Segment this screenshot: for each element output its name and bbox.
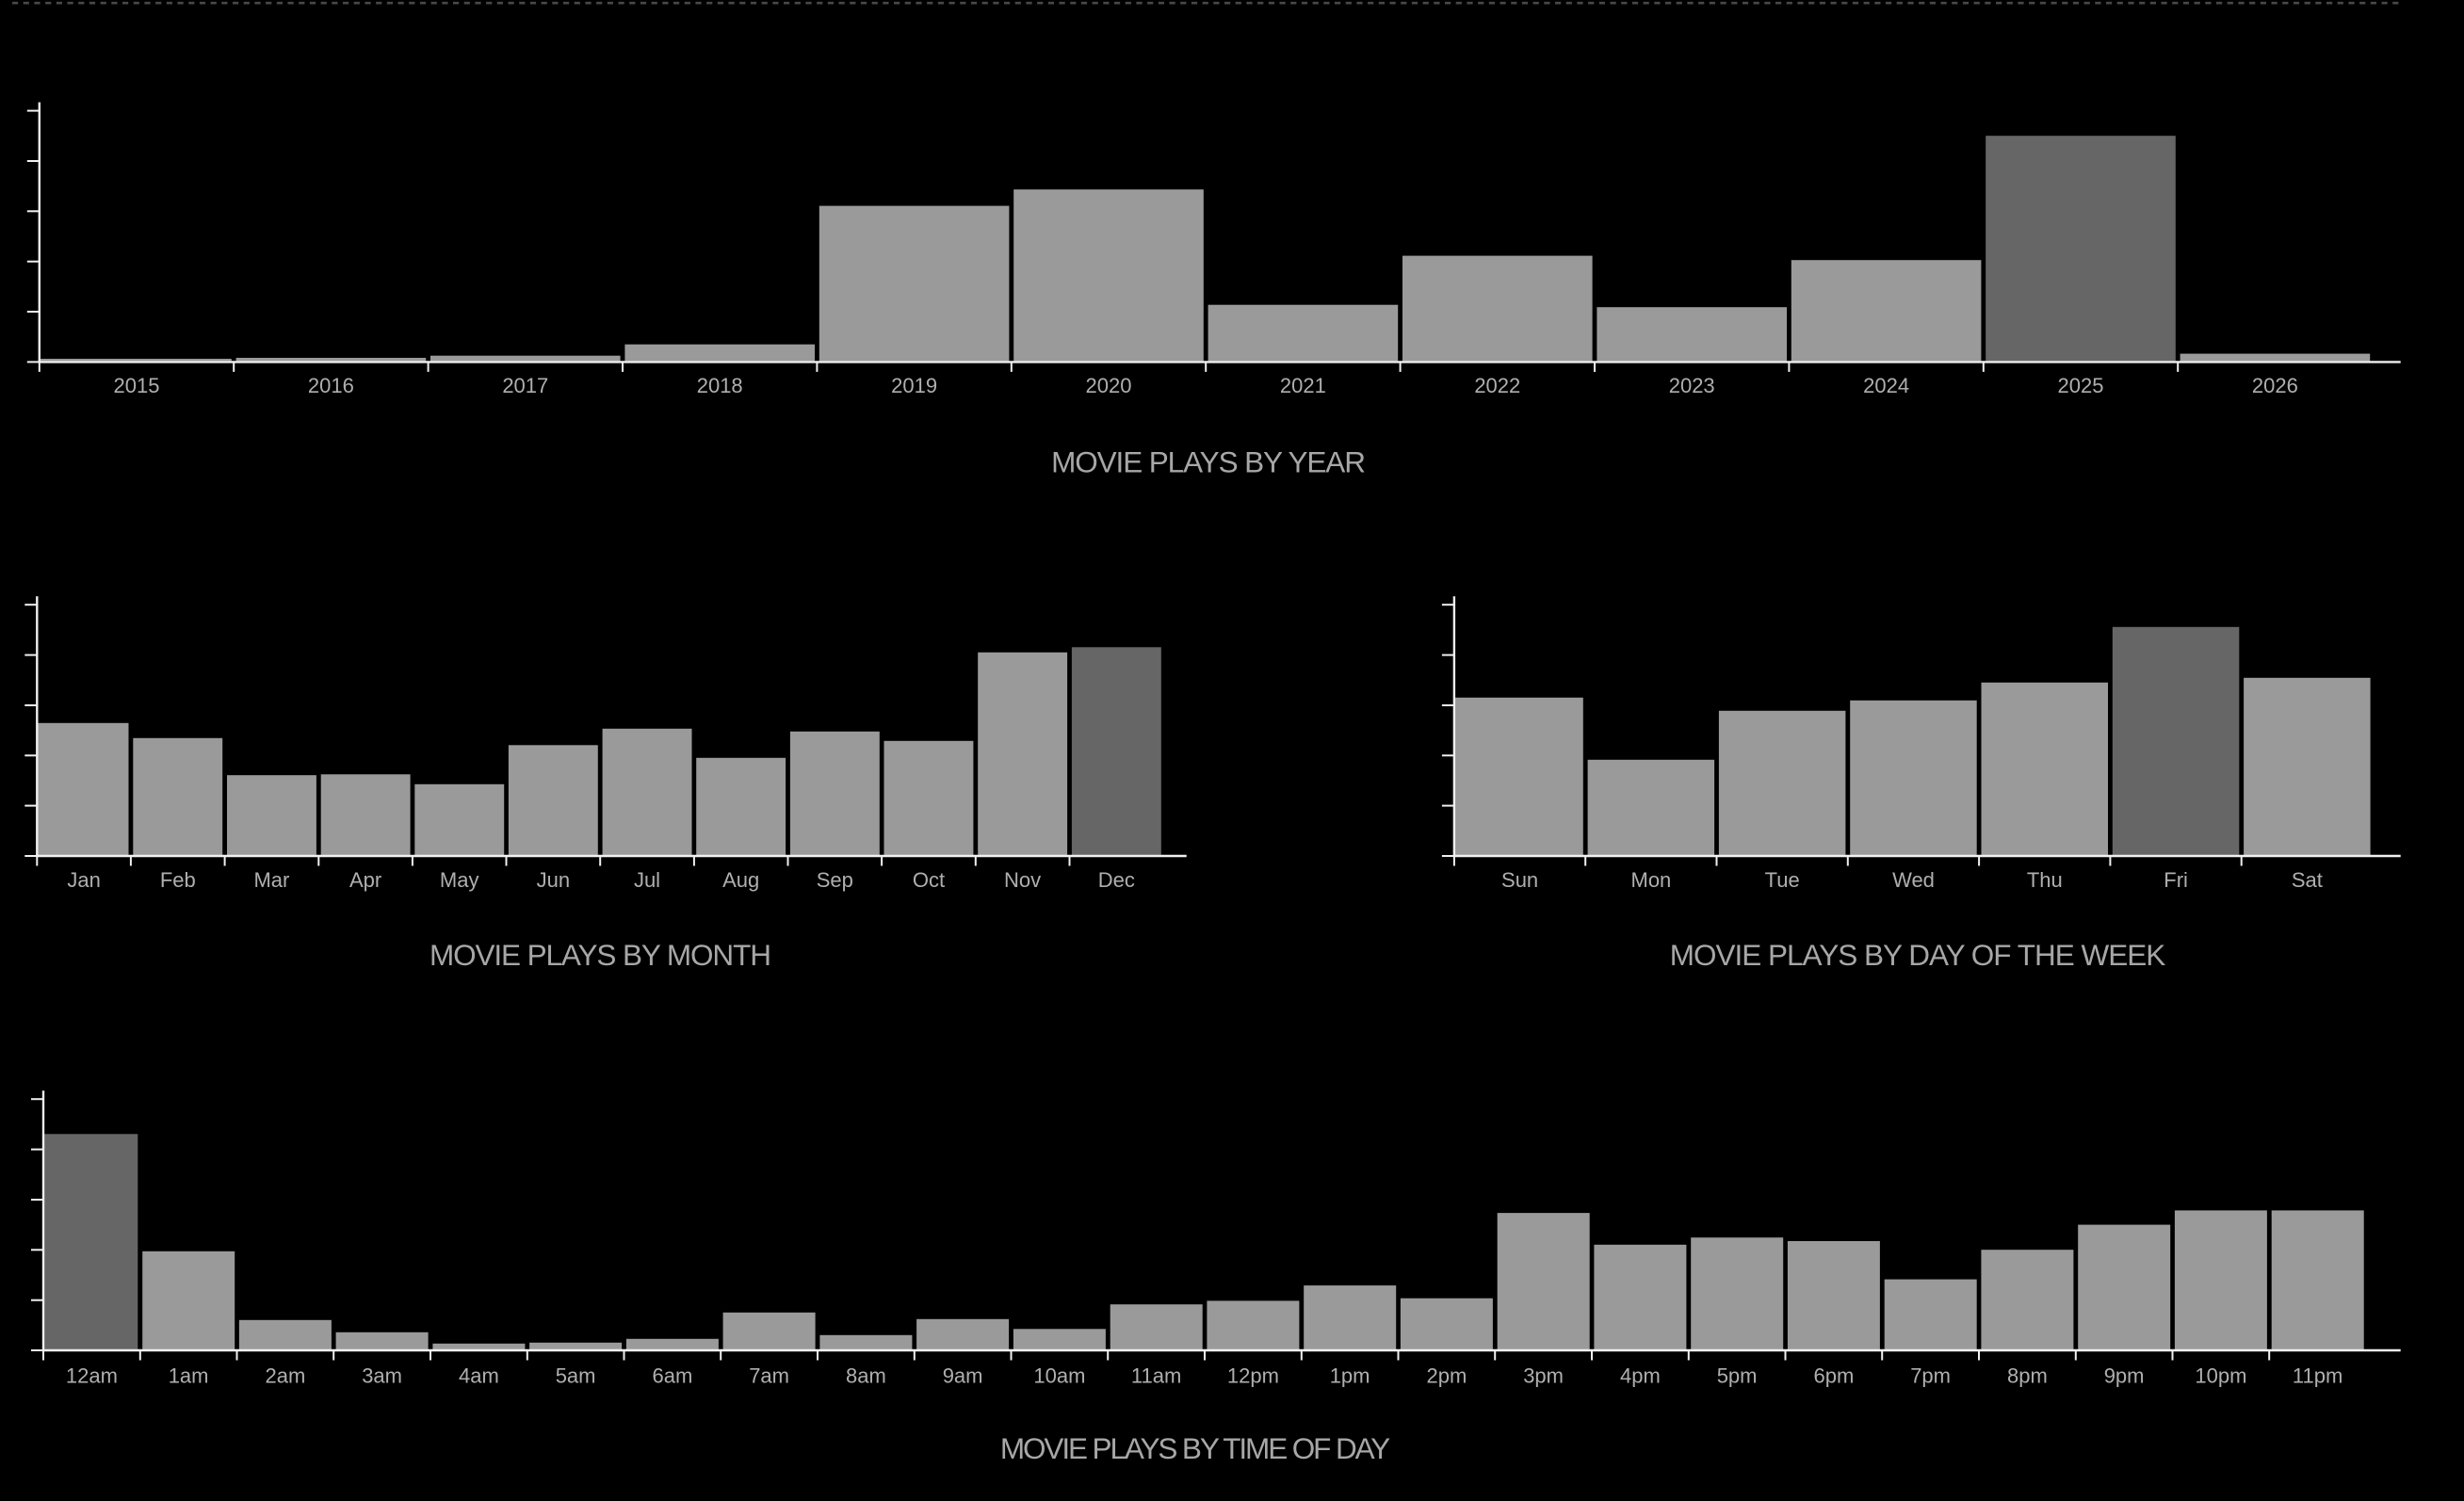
svg-text:2pm: 2pm — [1427, 1364, 1467, 1387]
svg-text:Jul: Jul — [634, 868, 660, 892]
svg-text:2026: 2026 — [2252, 374, 2298, 397]
svg-text:Aug: Aug — [722, 868, 759, 892]
svg-text:8pm: 8pm — [2007, 1364, 2048, 1387]
svg-text:9am: 9am — [943, 1364, 983, 1387]
svg-text:Nov: Nov — [1004, 868, 1041, 892]
svg-text:6pm: 6pm — [1814, 1364, 1855, 1387]
svg-text:6am: 6am — [653, 1364, 693, 1387]
svg-text:1pm: 1pm — [1330, 1364, 1370, 1387]
svg-text:2024: 2024 — [1863, 374, 1909, 397]
svg-text:2018: 2018 — [697, 374, 743, 397]
svg-text:10pm: 10pm — [2195, 1364, 2246, 1387]
svg-text:Feb: Feb — [160, 868, 196, 892]
svg-text:MOVIE PLAYS BY YEAR: MOVIE PLAYS BY YEAR — [1051, 444, 1365, 478]
svg-text:Tue: Tue — [1765, 868, 1800, 892]
svg-text:2019: 2019 — [891, 374, 937, 397]
svg-text:Jun: Jun — [537, 868, 570, 892]
svg-text:Apr: Apr — [349, 868, 381, 892]
svg-text:Fri: Fri — [2164, 868, 2188, 892]
svg-text:MOVIE PLAYS BY DAY OF THE WEEK: MOVIE PLAYS BY DAY OF THE WEEK — [1670, 938, 2165, 972]
svg-text:Wed: Wed — [1892, 868, 1935, 892]
svg-text:Dec: Dec — [1098, 868, 1135, 892]
svg-text:May: May — [440, 868, 479, 892]
svg-text:5am: 5am — [556, 1364, 596, 1387]
svg-text:2025: 2025 — [2058, 374, 2104, 397]
svg-text:7am: 7am — [749, 1364, 789, 1387]
svg-text:Sun: Sun — [1501, 868, 1538, 892]
svg-text:4pm: 4pm — [1620, 1364, 1661, 1387]
svg-text:2023: 2023 — [1669, 374, 1715, 397]
svg-text:4am: 4am — [459, 1364, 499, 1387]
svg-text:Sat: Sat — [2292, 868, 2323, 892]
svg-text:Mon: Mon — [1631, 868, 1672, 892]
svg-text:12am: 12am — [66, 1364, 118, 1387]
svg-text:3am: 3am — [362, 1364, 402, 1387]
svg-text:3pm: 3pm — [1523, 1364, 1564, 1387]
svg-text:2016: 2016 — [308, 374, 354, 397]
svg-text:2am: 2am — [266, 1364, 306, 1387]
svg-text:2017: 2017 — [502, 374, 548, 397]
svg-text:2021: 2021 — [1280, 374, 1326, 397]
svg-text:Mar: Mar — [253, 868, 289, 892]
svg-text:12pm: 12pm — [1227, 1364, 1279, 1387]
svg-text:Jan: Jan — [67, 868, 100, 892]
svg-text:11pm: 11pm — [2293, 1364, 2342, 1387]
svg-text:10am: 10am — [1033, 1364, 1085, 1387]
svg-text:11am: 11am — [1131, 1364, 1181, 1387]
svg-text:8am: 8am — [846, 1364, 886, 1387]
svg-text:1am: 1am — [169, 1364, 209, 1387]
svg-text:2022: 2022 — [1474, 374, 1520, 397]
svg-text:2015: 2015 — [114, 374, 160, 397]
svg-text:Thu: Thu — [2027, 868, 2063, 892]
svg-text:5pm: 5pm — [1717, 1364, 1758, 1387]
svg-text:9pm: 9pm — [2104, 1364, 2145, 1387]
svg-text:MOVIE PLAYS BY TIME OF DAY: MOVIE PLAYS BY TIME OF DAY — [1000, 1431, 1390, 1465]
svg-text:2020: 2020 — [1086, 374, 1132, 397]
svg-text:7pm: 7pm — [1910, 1364, 1951, 1387]
svg-text:Sep: Sep — [817, 868, 853, 892]
svg-text:Oct: Oct — [913, 868, 945, 892]
svg-text:MOVIE PLAYS BY MONTH: MOVIE PLAYS BY MONTH — [430, 938, 770, 972]
